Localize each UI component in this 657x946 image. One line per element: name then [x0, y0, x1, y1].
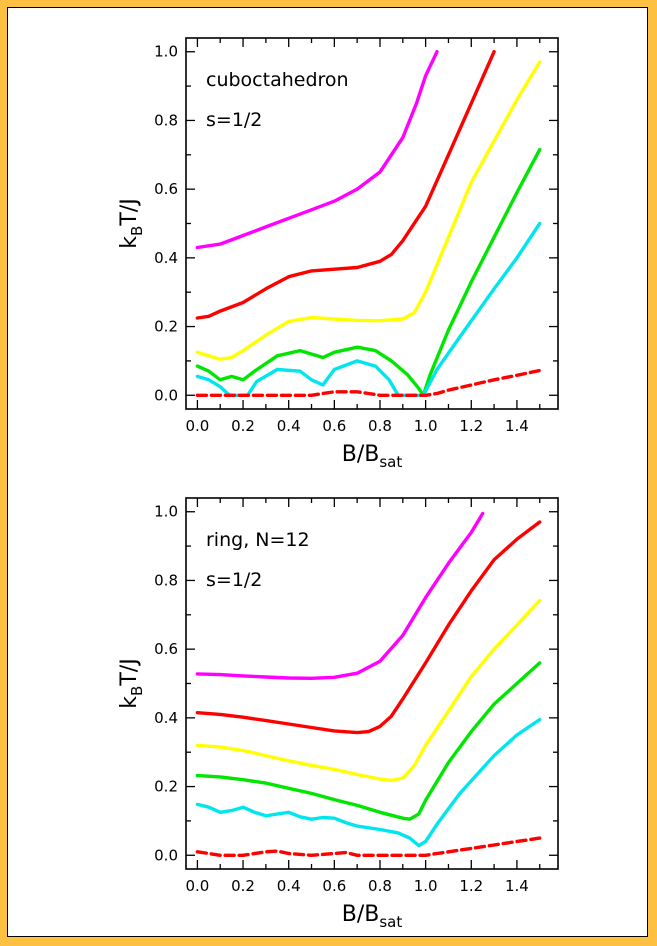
- y-axis-label-main: k: [117, 236, 142, 249]
- chart-ring-n12: 0.0 0.2 0.4 0.6 0.8 1.0 1.2 1.4 0.0 0.2 0.4 0.6 0.8 1…: [117, 497, 559, 928]
- y-tick-label: 0.8: [154, 571, 178, 589]
- x-tick-label: 1.2: [459, 417, 483, 435]
- annotation-1: s=1/2: [206, 109, 262, 131]
- x-tick-label: 0.6: [322, 417, 346, 435]
- x-tick-label: 1.0: [414, 417, 438, 435]
- series-line-3: [195, 147, 542, 397]
- series-line-2: [195, 598, 542, 783]
- series-line-3: [195, 661, 542, 821]
- x-axis-label-main: B/B: [342, 902, 380, 927]
- y-tick-label: 0.8: [154, 111, 178, 129]
- x-tick-label: 0.4: [277, 417, 301, 435]
- x-tick-label: 0.2: [231, 877, 255, 895]
- x-axis-label-sub: sat: [379, 913, 402, 928]
- x-tick-label: 0.2: [231, 417, 255, 435]
- y-tick-label: 0.2: [154, 778, 178, 796]
- series-line-0: [195, 511, 485, 681]
- y-tick-label: 0.2: [154, 318, 178, 336]
- x-tick-label: 0.4: [277, 877, 301, 895]
- y-tick-label: 0.0: [154, 386, 178, 404]
- x-tick-label: 0.8: [368, 877, 392, 895]
- y-tick-label: 0.6: [154, 640, 178, 658]
- x-tick-label: 1.4: [505, 417, 529, 435]
- x-tick-label: 1.0: [414, 877, 438, 895]
- y-tick-label: 1.0: [154, 503, 178, 521]
- series-line-2: [195, 60, 542, 361]
- series-line-5: [195, 368, 542, 397]
- annotation-0: ring, N=12: [206, 529, 310, 551]
- x-tick-label: 1.2: [459, 877, 483, 895]
- y-tick-label: 0.4: [154, 249, 178, 267]
- y-axis-label-sub: B: [128, 226, 146, 236]
- x-tick-label: 0.0: [185, 417, 209, 435]
- y-axis-label-tail: T/J: [117, 198, 142, 226]
- x-tick-label: 0.8: [368, 417, 392, 435]
- x-axis-label: B/Bsat: [342, 902, 403, 928]
- y-axis-label: kBT/J: [117, 658, 146, 708]
- x-tick-label: 1.4: [505, 877, 529, 895]
- chart-cuboctahedron: 0.0 0.2 0.4 0.6 0.8 1.0 1.2 1.4 0.0 0.2 0.4 0.6 0.8 1…: [117, 37, 559, 468]
- series-line-4: [195, 717, 542, 848]
- series-line-1: [195, 50, 496, 320]
- series-line-5: [195, 836, 542, 857]
- y-axis-label-main: k: [117, 696, 142, 709]
- series-line-0: [195, 50, 439, 250]
- y-axis-label: kBT/J: [117, 198, 146, 248]
- y-tick-label: 1.0: [154, 43, 178, 61]
- x-axis-label: B/Bsat: [342, 442, 403, 468]
- annotation-1: s=1/2: [206, 569, 262, 591]
- figure-frame: 0.0 0.2 0.4 0.6 0.8 1.0 1.2 1.4 0.0 0.2 0.4 0.6 0.8 1…: [7, 7, 648, 937]
- x-axis-label-sub: sat: [379, 453, 402, 468]
- y-axis-label-sub: B: [128, 686, 146, 696]
- x-axis-label-main: B/B: [342, 442, 380, 467]
- y-tick-label: 0.6: [154, 180, 178, 198]
- y-tick-label: 0.4: [154, 709, 178, 727]
- y-tick-label: 0.0: [154, 846, 178, 864]
- series-line-1: [195, 520, 542, 735]
- x-tick-label: 0.6: [322, 877, 346, 895]
- x-tick-label: 0.0: [185, 877, 209, 895]
- y-axis-label-tail: T/J: [117, 658, 142, 686]
- annotation-0: cuboctahedron: [206, 69, 349, 91]
